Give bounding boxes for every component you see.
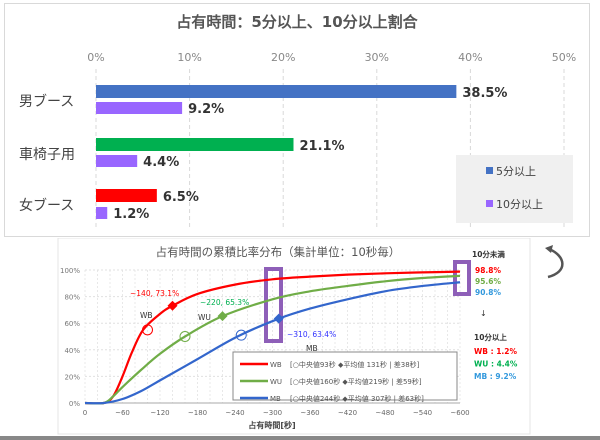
mean-marker-WU bbox=[217, 311, 228, 322]
category-label: 男ブース bbox=[19, 93, 74, 110]
x-tick-label: ~540 bbox=[413, 409, 432, 417]
data-label: 4.4% bbox=[143, 155, 179, 170]
x-tick-label: 50% bbox=[552, 51, 576, 64]
y-tick-label: 60% bbox=[64, 320, 80, 328]
legend-box bbox=[232, 351, 458, 401]
series-label-WU: WU bbox=[198, 313, 211, 322]
chart-title: 占有時間の累積比率分布（集計単位：10秒毎） bbox=[156, 245, 401, 259]
over10-title: 10分以上 bbox=[474, 332, 507, 342]
over10-value: WU : 4.4% bbox=[474, 360, 518, 369]
legend-swatch bbox=[486, 200, 493, 207]
y-tick-label: 80% bbox=[64, 294, 80, 302]
x-tick-label: ~300 bbox=[263, 409, 282, 417]
legend-detail: [○中央値93秒 ◆平均値 131秒 | 差38秒] bbox=[290, 360, 420, 369]
bar-chart-panel: 占有時間：5分以上、10分以上割合 0% 10% 20% 30% 40% 50% 男ブース 38… bbox=[4, 3, 590, 237]
median-marker-MB bbox=[235, 329, 247, 341]
bar-10分以上 bbox=[96, 207, 108, 219]
bottom-strip bbox=[0, 436, 600, 440]
bar-5分以上 bbox=[96, 189, 157, 202]
line-chart: 占有時間の累積比率分布（集計単位：10秒毎） 0% 20% 40% 60% 80% 100%… bbox=[57, 238, 564, 435]
data-label: 6.5% bbox=[163, 190, 199, 205]
x-tick-label: 20% bbox=[271, 51, 295, 64]
under10-title: 10分未満 bbox=[472, 249, 505, 259]
legend-swatch bbox=[486, 167, 493, 174]
mean-marker-MB bbox=[273, 313, 284, 324]
x-tick-label: ~180 bbox=[188, 409, 207, 417]
under10-value: 90.8% bbox=[475, 288, 502, 297]
chart-frame bbox=[57, 238, 531, 435]
x-tick-label: ~420 bbox=[338, 409, 357, 417]
down-arrow-icon: ↓ bbox=[480, 309, 487, 318]
category-label: 女ブース bbox=[19, 197, 74, 214]
legend-box bbox=[456, 155, 573, 223]
bar-5分以上 bbox=[96, 138, 294, 151]
over10-value: WB : 1.2% bbox=[474, 347, 517, 356]
mean-marker-WB bbox=[167, 300, 178, 311]
series-label-WB: WB bbox=[140, 311, 153, 320]
x-tick-label: 0% bbox=[87, 51, 104, 64]
bar-10分以上 bbox=[96, 155, 138, 167]
annotation-WU: ~220, 65.3% bbox=[200, 298, 249, 307]
category-label: 車椅子用 bbox=[19, 146, 75, 163]
x-tick-label: ~240 bbox=[225, 409, 244, 417]
x-tick-label: 30% bbox=[365, 51, 389, 64]
y-tick-label: 100% bbox=[60, 267, 80, 275]
x-tick-label: ~600 bbox=[450, 409, 469, 417]
x-tick-label: 40% bbox=[458, 51, 482, 64]
line-chart-panel: 占有時間の累積比率分布（集計単位：10秒毎） 0% 20% 40% 60% 80% 100%… bbox=[0, 238, 600, 436]
bar-10分以上 bbox=[96, 102, 183, 114]
x-tick-label: ~480 bbox=[375, 409, 394, 417]
curved-arrow-icon bbox=[547, 247, 564, 279]
under10-value: 95.6% bbox=[475, 277, 502, 286]
legend-label: 10分以上 bbox=[496, 198, 543, 211]
legend-label: 5分以上 bbox=[496, 165, 536, 178]
data-label: 38.5% bbox=[462, 86, 507, 101]
median-marker-WB bbox=[142, 324, 153, 336]
data-label: 9.2% bbox=[188, 102, 224, 117]
legend-detail: [○中央値244秒 ◆平均値 307秒 | 差63秒] bbox=[290, 394, 424, 403]
median-marker-WU bbox=[179, 331, 191, 342]
bar-5分以上 bbox=[96, 85, 457, 98]
under10-value: 98.8% bbox=[475, 266, 502, 275]
x-tick-label: ~60 bbox=[115, 409, 130, 417]
legend-name: WB bbox=[270, 361, 282, 369]
highlight-box-600 bbox=[453, 260, 471, 296]
bar-chart: 占有時間：5分以上、10分以上割合 0% 10% 20% 30% 40% 50% 男ブース 38… bbox=[19, 13, 576, 229]
curved-arrow-head-icon bbox=[545, 245, 553, 253]
series-line-WU bbox=[84, 274, 461, 405]
x-tick-label: ~120 bbox=[150, 409, 169, 417]
y-tick-label: 20% bbox=[64, 373, 80, 381]
y-tick-label: 40% bbox=[64, 347, 80, 355]
annotation-WB: ~140, 73.1% bbox=[130, 289, 179, 298]
over10-value: MB : 9.2% bbox=[474, 372, 517, 381]
series-line-MB bbox=[84, 281, 461, 405]
series-line-WB bbox=[84, 270, 461, 405]
legend-detail: [○中央値160秒 ◆平均値219秒 | 差59秒] bbox=[290, 377, 422, 386]
x-tick-label: 10% bbox=[177, 51, 201, 64]
highlight-box-300 bbox=[264, 267, 283, 343]
x-axis-label: 占有時間[秒] bbox=[248, 420, 295, 430]
x-tick-label: ~360 bbox=[300, 409, 319, 417]
series-label-MB: MB bbox=[306, 344, 318, 353]
data-label: 1.2% bbox=[113, 207, 149, 222]
x-tick-label: 0 bbox=[83, 409, 87, 417]
legend-name: WU bbox=[270, 378, 282, 386]
legend-name: MB bbox=[270, 395, 281, 403]
data-label: 21.1% bbox=[299, 139, 344, 154]
chart-title: 占有時間：5分以上、10分以上割合 bbox=[176, 13, 418, 31]
y-tick-label: 0% bbox=[69, 400, 80, 408]
annotation-MB: ~310, 63.4% bbox=[287, 330, 336, 339]
